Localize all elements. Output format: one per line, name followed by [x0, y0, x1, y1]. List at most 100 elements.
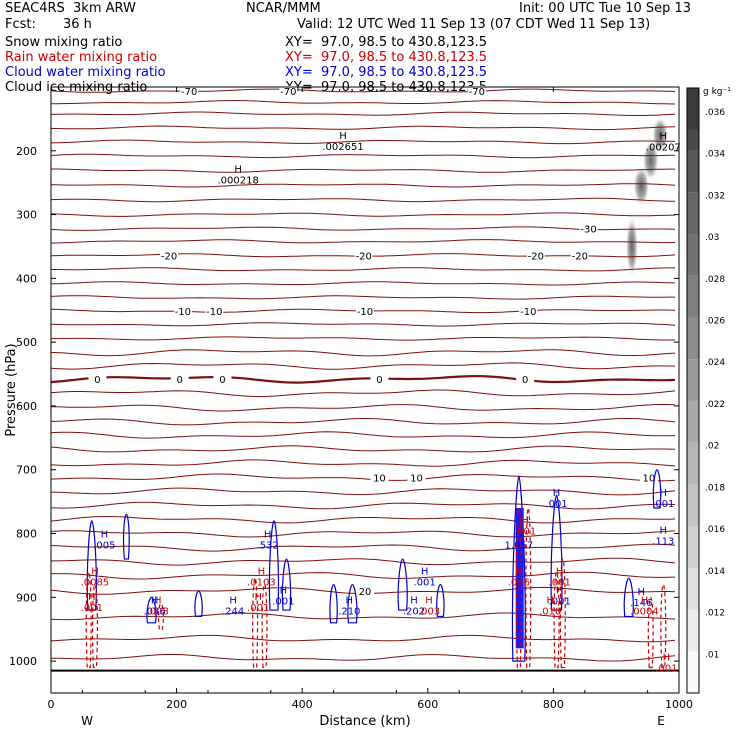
x-axis-label: Distance (km): [319, 714, 410, 729]
cloud-water-maximum-value: .001: [272, 597, 294, 608]
rain-maximum-h: H: [91, 567, 99, 578]
contour-label-bg: [173, 305, 192, 317]
field-name-snow: Snow mixing ratio: [5, 35, 123, 50]
cloud-water-maximum-h: H: [660, 488, 668, 499]
temperature-contour: [50, 197, 675, 203]
temperature-contour: [50, 349, 676, 357]
rain-contour: [515, 507, 522, 669]
model-title: SEAC4RS 3km ARW: [5, 1, 136, 16]
temperature-contour-label: -10: [206, 307, 222, 318]
temperature-contour-label: 0: [94, 375, 100, 386]
temperature-contour-label: 0: [376, 375, 382, 386]
snow-maximum-h: H: [339, 131, 347, 142]
y-axis-label: Pressure (hPa): [4, 343, 19, 436]
cloud-water-core: [515, 508, 524, 649]
east-label: E: [657, 714, 665, 728]
colorbar-tick-label: .024: [705, 358, 725, 368]
temperature-contour: [50, 501, 676, 510]
temperature-contour: [50, 125, 676, 131]
colorbar-segment: [687, 192, 699, 235]
cloud-water-maximum-value: .001: [652, 499, 674, 510]
temperature-contour: [50, 571, 676, 580]
x-tick-label: 1000: [665, 698, 693, 711]
center-label: NCAR/MMM: [246, 1, 321, 16]
colorbar-segment: [687, 651, 699, 693]
cloud-water-maximum-value: .036: [143, 606, 165, 617]
snow-maximum-value: .00207: [646, 143, 681, 154]
contour-label-bg: [356, 305, 374, 317]
colorbar-tick-label: .028: [705, 275, 725, 285]
y-tick-label: 300: [16, 209, 37, 222]
colorbar-tick-label: .016: [705, 525, 725, 535]
temperature-contour: [50, 111, 676, 116]
colorbar-segment: [687, 526, 699, 568]
y-tick-label: 700: [16, 464, 37, 477]
temperature-contour: [51, 168, 675, 173]
temperature-contour: [51, 336, 675, 341]
rain-contour: [660, 583, 667, 669]
temperature-contour: [50, 487, 676, 496]
temperature-contour: [50, 322, 676, 327]
rain-maximum-h: H: [641, 595, 649, 606]
rain-maximum-h: H: [88, 592, 96, 603]
contour-label-bg: [279, 85, 298, 97]
snow-shading: [652, 116, 669, 153]
y-tick-label: 800: [16, 528, 37, 541]
rain-maximum-value: .026: [508, 578, 530, 589]
field-xy-rain: XY= 97.0, 98.5 to 430.8,123.5: [285, 50, 488, 65]
rain-maximum-h: H: [521, 516, 529, 527]
contour-label-bg: [370, 472, 389, 484]
temperature-contour: [50, 612, 676, 621]
temperature-contour: [51, 100, 676, 105]
rain-contour: [553, 571, 560, 669]
rain-contour: [559, 558, 566, 669]
colorbar-tick-label: .012: [705, 609, 725, 619]
rain-contour: [91, 583, 98, 669]
cloud-water-contour: [86, 520, 97, 611]
temperature-contour: [50, 362, 676, 370]
cloud-water-contour: [146, 596, 157, 624]
init-time: Init: 00 UTC Tue 10 Sep 13: [519, 1, 692, 16]
rain-contour: [261, 583, 268, 669]
snow-maximum-h: H: [234, 165, 242, 176]
temperature-contour-label: -10: [520, 307, 536, 318]
field-xy-snow: XY= 97.0, 98.5 to 430.8,123.5: [285, 35, 488, 50]
temperature-contour-label: -70: [280, 87, 296, 98]
temperature-contour-label: 10: [373, 473, 386, 484]
rain-maximum-h: H: [258, 567, 266, 578]
cloud-water-maximum-value: .001: [545, 499, 567, 510]
colorbar-segment: [687, 484, 699, 527]
temperature-contour: [50, 418, 676, 426]
y-tick-label: 500: [16, 336, 37, 349]
cloud-water-maximum-h: H: [151, 595, 159, 606]
cloud-water-maximum-value: .001: [414, 578, 436, 589]
cloud-water-maximum-h: H: [556, 586, 564, 597]
temperature-contour: [50, 530, 676, 538]
cloud-water-contour: [397, 558, 408, 611]
rain-maximum-value: .001: [655, 664, 677, 675]
cloud-water-maximum-value: .113: [652, 537, 674, 548]
cloud-water-contour: [347, 583, 358, 624]
contour-label-bg: [205, 305, 224, 317]
cloud-water-maximum-h: H: [553, 488, 561, 499]
cloud-water-maximum-h: H: [638, 587, 646, 598]
snow-shading: [642, 140, 659, 181]
temperature-contour-label: -30: [580, 225, 596, 236]
colorbar-tick-label: .026: [705, 316, 725, 326]
rain-maximum-value: .001: [247, 603, 269, 614]
colorbar: .01 .012 .014 .016 .018 .02 .022 .024 .026 .028 .0…: [686, 87, 725, 694]
rain-maximum-h: H: [663, 653, 671, 664]
valid-time: Valid: 12 UTC Wed 11 Sep 13 (07 CDT Wed …: [297, 17, 651, 32]
rain-maximum-value: .001: [81, 603, 103, 614]
rain-maximum-value: .001: [549, 578, 571, 589]
contour-label-bg: [370, 374, 389, 386]
cloud-water-contour: [436, 583, 445, 618]
temperature-contour-label: -20: [356, 251, 372, 262]
cloud-water-contour: [550, 494, 563, 611]
contour-label-bg: [519, 305, 538, 317]
y-tick-label: 400: [16, 272, 37, 285]
field-name-rain: Rain water mixing ratio: [5, 50, 158, 65]
temperature-contour: [50, 153, 676, 159]
west-label: W: [81, 714, 93, 728]
snow-shading: [625, 216, 638, 277]
